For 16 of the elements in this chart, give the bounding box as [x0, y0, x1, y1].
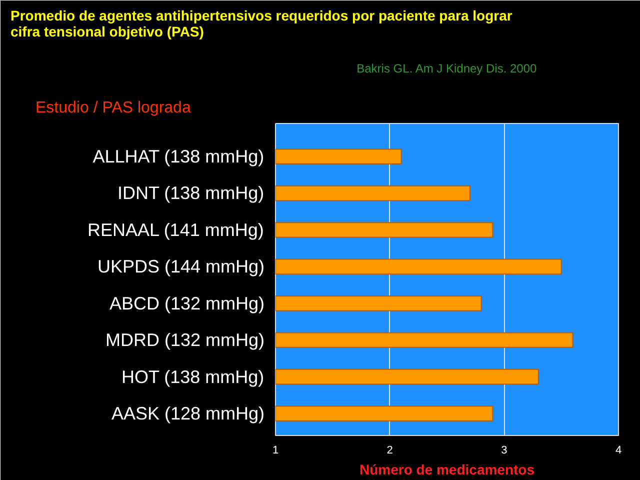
- y-tick-label: IDNT (138 mmHg): [117, 183, 264, 204]
- chart-subtitle: Bakris GL. Am J Kidney Dis. 2000: [356, 62, 538, 76]
- y-tick-label: RENAAL (141 mmHg): [87, 220, 264, 240]
- x-tick-label: 1: [272, 444, 279, 456]
- y-tick-label: HOT (138 mmHg): [121, 366, 264, 387]
- x-tick-label: 3: [501, 444, 508, 456]
- x-tick-label: 2: [386, 444, 393, 456]
- text: Estudio / PAS lograda: [36, 100, 191, 116]
- y-tick-label: UKPDS (144 mmHg): [97, 256, 265, 277]
- x-tick-label: 4: [615, 444, 622, 456]
- y-tick-label: MDRD (132 mmHg): [105, 330, 265, 350]
- chart-title: Promedio de agentes antihipertensivos requeridos por paciente para lograr cifra tensional objetivo (PAS): [10, 8, 513, 40]
- x-axis-title: Número de medicamentos: [359, 462, 535, 478]
- y-tick-label: ALLHAT (138 mmHg): [92, 146, 264, 167]
- y-tick-label: ABCD (132 mmHg): [109, 293, 264, 314]
- y-tick-label: AASK (128 mmHg): [111, 403, 265, 424]
